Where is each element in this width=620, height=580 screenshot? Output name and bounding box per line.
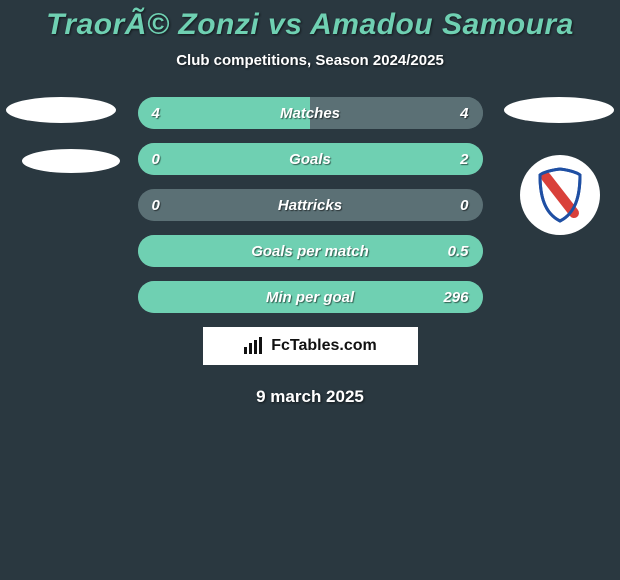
- placeholder-ellipse: [22, 149, 120, 173]
- stat-row: 0Hattricks0: [138, 189, 483, 221]
- footer-date: 9 march 2025: [0, 387, 620, 407]
- stat-label: Goals: [138, 151, 483, 168]
- stat-value-right: 0: [460, 197, 468, 214]
- stat-label: Min per goal: [138, 289, 483, 306]
- footer-logo-text: FcTables.com: [271, 337, 377, 355]
- stat-rows: 4Matches40Goals20Hattricks0Goals per mat…: [138, 97, 483, 313]
- placeholder-ellipse: [504, 97, 614, 123]
- comparison-area: 4Matches40Goals20Hattricks0Goals per mat…: [0, 97, 620, 313]
- stat-label: Goals per match: [138, 243, 483, 260]
- page-subtitle: Club competitions, Season 2024/2025: [0, 52, 620, 69]
- stat-label: Hattricks: [138, 197, 483, 214]
- stat-value-right: 0.5: [448, 243, 469, 260]
- footer-logo-box: FcTables.com: [203, 327, 418, 365]
- stat-value-right: 296: [443, 289, 468, 306]
- stat-row: 4Matches4: [138, 97, 483, 129]
- club-crest-icon: [530, 165, 590, 225]
- stat-value-right: 2: [460, 151, 468, 168]
- stat-value-right: 4: [460, 105, 468, 122]
- stat-row: Min per goal296: [138, 281, 483, 313]
- stat-row: Goals per match0.5: [138, 235, 483, 267]
- club-badge: [520, 155, 600, 235]
- placeholder-ellipse: [6, 97, 116, 123]
- page-title: TraorÃ© Zonzi vs Amadou Samoura: [0, 0, 620, 42]
- bars-icon: [243, 337, 265, 355]
- stat-label: Matches: [138, 105, 483, 122]
- stat-row: 0Goals2: [138, 143, 483, 175]
